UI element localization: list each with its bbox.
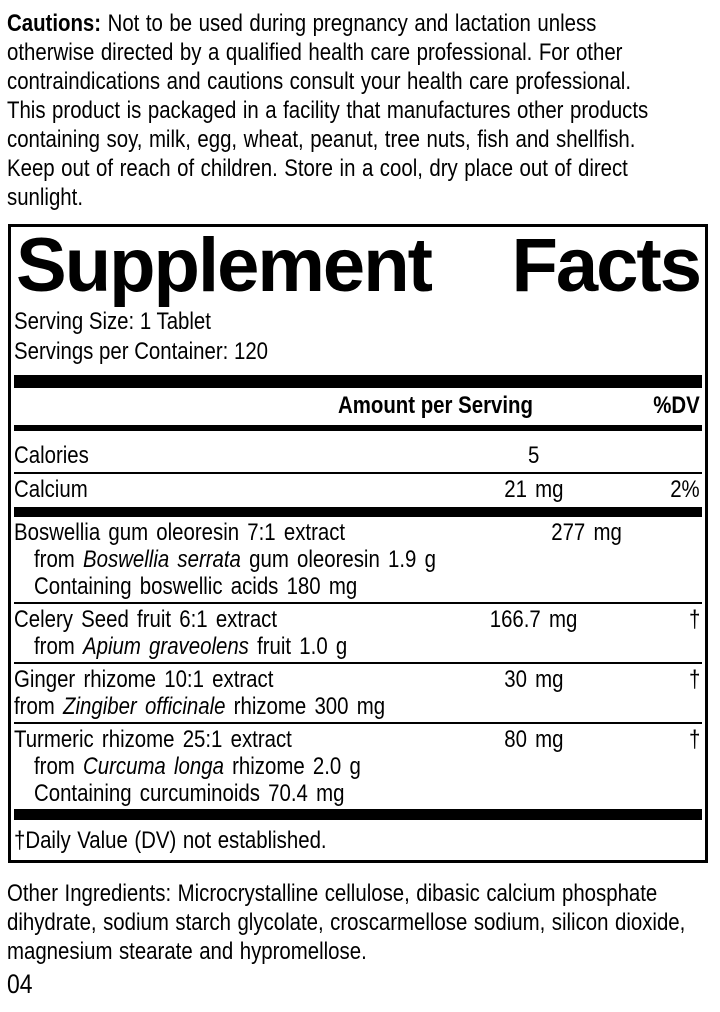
serving-size: Serving Size: 1 Tablet xyxy=(14,308,211,335)
herb-name: Boswellia gum oleoresin 7:1 extract xyxy=(14,519,346,546)
cautions-line-6: Keep out of reach of children. Store in … xyxy=(7,155,628,182)
supplement-facts-panel: Supplement Facts Serving Size: 1 Tablet … xyxy=(8,224,708,863)
table-row-calcium: Calcium 21 mg 2% xyxy=(14,474,702,507)
servings-per-container: Servings per Container: 120 xyxy=(14,338,269,365)
row-rule xyxy=(14,662,702,664)
divider-bar-top xyxy=(14,375,702,388)
other-ingredients-line-3: magnesium stearate and hypromellose. xyxy=(7,938,367,965)
herb-name: Turmeric rhizome 25:1 extract xyxy=(14,726,292,753)
nutrient-amount: 5 xyxy=(528,442,540,469)
herb-name: Celery Seed fruit 6:1 extract xyxy=(14,606,278,633)
divider-bar-middle xyxy=(14,507,702,517)
divider-bar-bottom xyxy=(14,809,702,820)
herb-dv-dagger: † xyxy=(688,606,700,633)
cautions-paragraph: Cautions: Not to be used during pregnanc… xyxy=(7,9,720,212)
herb-subline: Containing boswellic acids 180 mg xyxy=(34,573,358,600)
panel-title-word-facts: Facts xyxy=(511,223,702,308)
nutrient-name: Calcium xyxy=(14,476,88,503)
row-rule xyxy=(14,602,702,604)
table-row-ginger: Ginger rhizome 10:1 extract from Zingibe… xyxy=(14,664,702,722)
cautions-label: Cautions: xyxy=(7,10,102,37)
cautions-line-1: Not to be used during pregnancy and lact… xyxy=(101,10,597,37)
herb-amount: 80 mg xyxy=(504,726,564,753)
nutrient-amount: 21 mg xyxy=(504,476,564,503)
cautions-line-2: otherwise directed by a qualified health… xyxy=(7,39,623,66)
table-row-boswellia: Boswellia gum oleoresin 7:1 extract from… xyxy=(14,517,702,602)
panel-title: Supplement Facts xyxy=(14,228,702,304)
herb-amount: 166.7 mg xyxy=(490,606,578,633)
herb-dv-dagger: † xyxy=(688,666,700,693)
herb-amount: 277 mg xyxy=(551,519,623,546)
column-header-amount: Amount per Serving xyxy=(338,392,533,419)
cautions-line-5: containing soy, milk, egg, wheat, peanut… xyxy=(7,126,636,153)
herb-subline: from Curcuma longa rhizome 2.0 g xyxy=(34,753,361,780)
table-row-celery-seed: Celery Seed fruit 6:1 extract from Apium… xyxy=(14,604,702,662)
nutrient-name: Calories xyxy=(14,442,89,469)
herb-subline: from Boswellia serrata gum oleoresin 1.9… xyxy=(34,546,436,573)
column-header-dv: %DV xyxy=(653,392,700,419)
cautions-line-3: contraindications and cautions consult y… xyxy=(7,68,631,95)
column-header-row: Amount per Serving %DV xyxy=(14,388,702,425)
table-row-turmeric: Turmeric rhizome 25:1 extract from Curcu… xyxy=(14,724,702,809)
row-rule xyxy=(14,472,702,474)
herb-dv-dagger: † xyxy=(688,726,700,753)
herb-amount: 30 mg xyxy=(504,666,564,693)
header-rule xyxy=(14,425,702,431)
herb-name: Ginger rhizome 10:1 extract xyxy=(14,666,274,693)
cautions-line-4: This product is packaged in a facility t… xyxy=(7,97,649,124)
page-number: 04 xyxy=(7,969,33,999)
other-ingredients-paragraph: Other Ingredients: Microcrystalline cell… xyxy=(7,879,720,966)
other-ingredients-line-1: Other Ingredients: Microcrystalline cell… xyxy=(7,880,658,907)
cautions-line-7: sunlight. xyxy=(7,184,83,211)
herb-subline: from Zingiber officinale rhizome 300 mg xyxy=(14,693,386,720)
table-row-calories: Calories 5 xyxy=(14,431,702,472)
row-rule xyxy=(14,722,702,724)
panel-title-word-supplement: Supplement xyxy=(16,223,433,308)
herb-subline: from Apium graveolens fruit 1.0 g xyxy=(34,633,348,660)
nutrient-dv: 2% xyxy=(670,476,700,503)
dv-footnote: †Daily Value (DV) not established. xyxy=(14,827,327,854)
other-ingredients-line-2: dihydrate, sodium starch glycolate, cros… xyxy=(7,909,686,936)
herb-subline: Containing curcuminoids 70.4 mg xyxy=(34,780,345,807)
